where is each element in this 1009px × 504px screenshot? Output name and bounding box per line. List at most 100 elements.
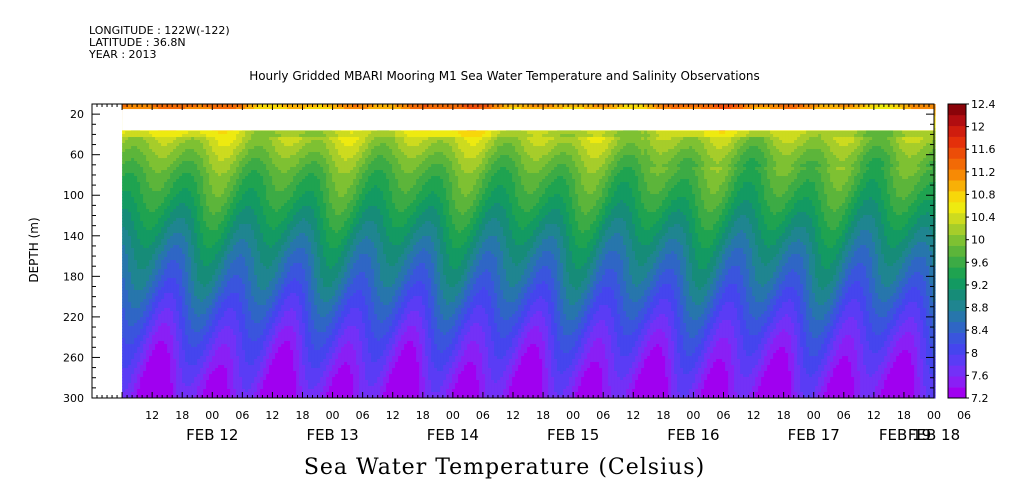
heatmap-cell [188, 329, 192, 333]
heatmap-cell [128, 143, 132, 147]
heatmap-cell [188, 197, 192, 201]
heatmap-cell [188, 104, 192, 108]
heatmap-cell [260, 179, 264, 183]
heatmap-cell [152, 254, 156, 258]
heatmap-cell [206, 362, 210, 366]
heatmap-cell [257, 374, 261, 378]
heatmap-cell [152, 266, 156, 270]
heatmap-cell [194, 281, 198, 285]
heatmap-cell [230, 227, 234, 231]
heatmap-cell [215, 152, 219, 156]
heatmap-cell [221, 194, 225, 198]
heatmap-cell [233, 170, 237, 174]
heatmap-cell [224, 167, 228, 171]
heatmap-cell [188, 200, 192, 204]
heatmap-cell [125, 182, 129, 186]
heatmap-cell [152, 311, 156, 315]
heatmap-cell [176, 104, 180, 108]
heatmap-cell [173, 164, 177, 168]
heatmap-cell [197, 350, 201, 354]
heatmap-cell [269, 392, 273, 396]
heatmap-cell [236, 140, 240, 144]
heatmap-cell [185, 131, 189, 135]
heatmap-cell [269, 335, 273, 339]
heatmap-cell [122, 245, 126, 249]
heatmap-cell [224, 236, 228, 240]
heatmap-cell [158, 308, 162, 312]
heatmap-cell [257, 281, 261, 285]
heatmap-cell [254, 359, 258, 363]
heatmap-cell [233, 338, 237, 342]
heatmap-cell [224, 272, 228, 276]
heatmap-cell [176, 356, 180, 360]
heatmap-cell [257, 227, 261, 231]
heatmap-cell [257, 188, 261, 192]
heatmap-cell [218, 377, 222, 381]
heatmap-cell [188, 215, 192, 219]
heatmap-cell [203, 263, 207, 267]
heatmap-cell [140, 281, 144, 285]
heatmap-cell [155, 284, 159, 288]
heatmap-cell [209, 338, 213, 342]
heatmap-cell [215, 296, 219, 300]
heatmap-cell [269, 290, 273, 294]
heatmap-cell [269, 257, 273, 261]
heatmap-cell [263, 194, 267, 198]
heatmap-cell [182, 242, 186, 246]
heatmap-cell [191, 320, 195, 324]
heatmap-cell [242, 146, 246, 150]
heatmap-cell [221, 341, 225, 345]
heatmap-cell [212, 386, 216, 390]
heatmap-cell [122, 296, 126, 300]
heatmap-cell [221, 221, 225, 225]
heatmap-cell [152, 239, 156, 243]
heatmap-cell [209, 329, 213, 333]
heatmap-cell [257, 170, 261, 174]
heatmap-cell [176, 164, 180, 168]
heatmap-cell [197, 293, 201, 297]
heatmap-cell [161, 380, 165, 384]
heatmap-cell [125, 242, 129, 246]
heatmap-cell [200, 236, 204, 240]
heatmap-cell [218, 368, 222, 372]
heatmap-cell [179, 377, 183, 381]
heatmap-cell [227, 329, 231, 333]
heatmap-cell [239, 104, 243, 108]
heatmap-cell [203, 365, 207, 369]
heatmap-cell [191, 164, 195, 168]
heatmap-cell [197, 332, 201, 336]
heatmap-cell [215, 290, 219, 294]
heatmap-cell [197, 266, 201, 270]
heatmap-cell [152, 344, 156, 348]
heatmap-cell [134, 380, 138, 384]
heatmap-cell [146, 332, 150, 336]
heatmap-cell [134, 239, 138, 243]
heatmap-cell [260, 194, 264, 198]
heatmap-cell [137, 392, 141, 396]
heatmap-cell [221, 143, 225, 147]
heatmap-cell [143, 182, 147, 186]
heatmap-cell [191, 104, 195, 108]
heatmap-cell [158, 350, 162, 354]
heatmap-cell [269, 371, 273, 375]
heatmap-cell [122, 338, 126, 342]
heatmap-cell [206, 245, 210, 249]
heatmap-cell [257, 263, 261, 267]
heatmap-cell [209, 182, 213, 186]
heatmap-cell [224, 287, 228, 291]
heatmap-cell [245, 245, 249, 249]
heatmap-cell [164, 317, 168, 321]
heatmap-cell [260, 287, 264, 291]
heatmap-cell [122, 263, 126, 267]
heatmap-cell [170, 308, 174, 312]
heatmap-cell [155, 335, 159, 339]
heatmap-cell [233, 329, 237, 333]
heatmap-cell [203, 329, 207, 333]
heatmap-cell [167, 131, 171, 135]
heatmap-cell [266, 131, 270, 135]
heatmap-cell [272, 263, 276, 267]
heatmap-cell [185, 251, 189, 255]
heatmap-cell [206, 275, 210, 279]
heatmap-cell [146, 395, 150, 399]
heatmap-cell [131, 260, 135, 264]
